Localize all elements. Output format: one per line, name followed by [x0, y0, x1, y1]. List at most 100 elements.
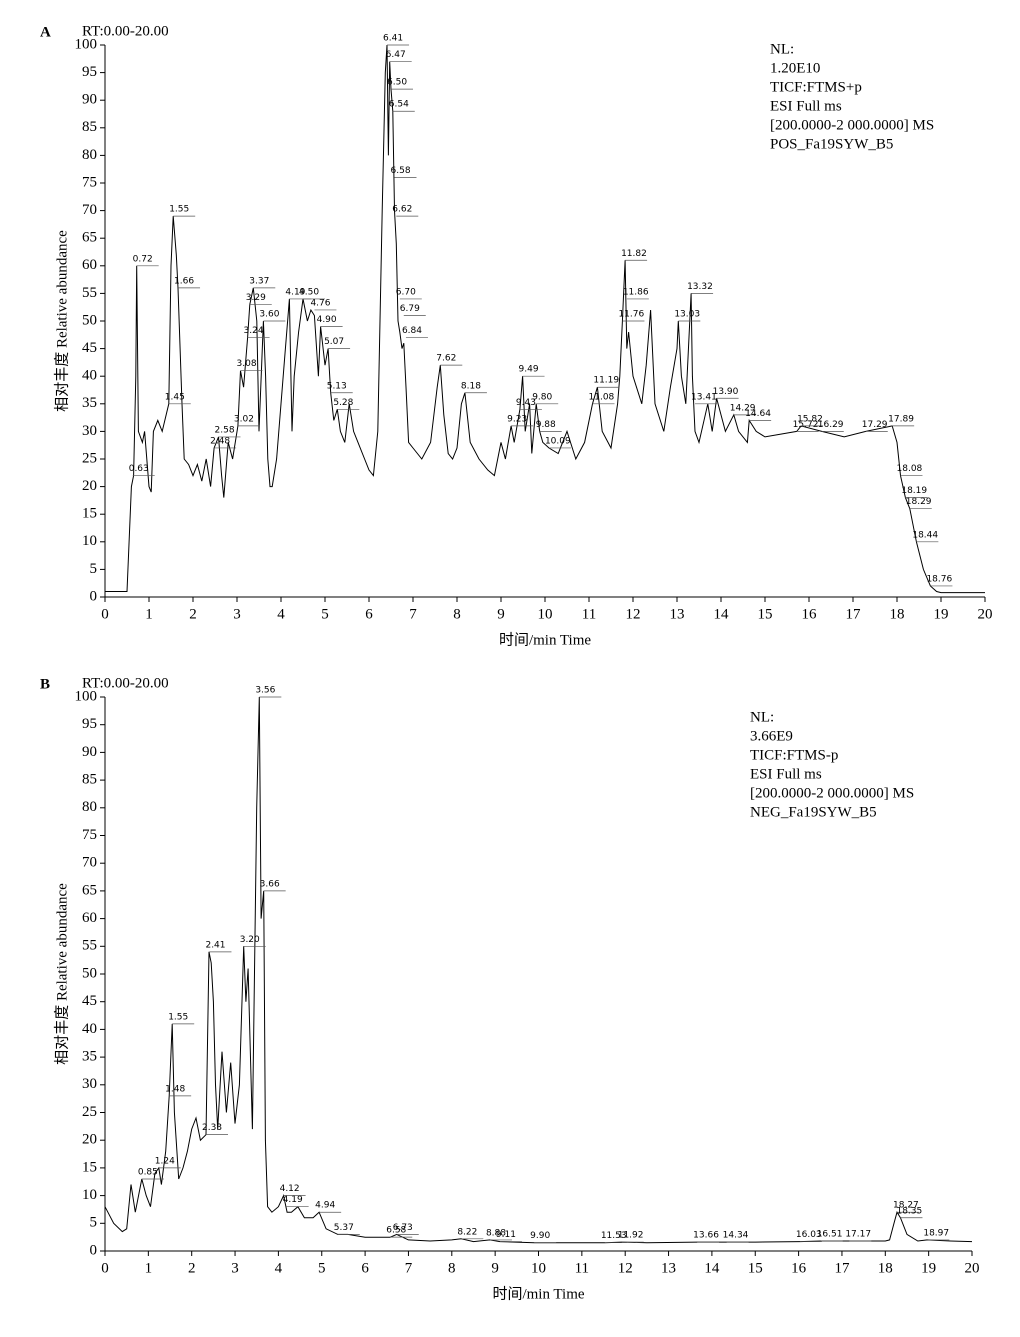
info-line: ESI Full ms — [770, 98, 842, 114]
peak-label: 10.09 — [545, 436, 571, 446]
y-tick-label: 0 — [90, 1242, 98, 1258]
peak-label: 6.50 — [387, 78, 407, 88]
x-tick-label: 6 — [361, 1260, 369, 1276]
peak-label: 9.80 — [532, 392, 552, 402]
peak-label: 14.64 — [745, 409, 771, 419]
x-tick-label: 13 — [661, 1260, 676, 1276]
info-line: NEG_Fa19SYW_B5 — [750, 804, 877, 820]
peak-label: 4.50 — [299, 287, 319, 297]
peak-label: 18.29 — [906, 497, 932, 507]
panel-label: A — [40, 24, 51, 40]
peak-label: 4.12 — [280, 1184, 300, 1194]
y-tick-label: 70 — [82, 855, 97, 871]
x-tick-label: 5 — [318, 1260, 326, 1276]
x-tick-label: 12 — [626, 606, 641, 622]
peak-label: 16.29 — [818, 420, 844, 430]
trace — [105, 44, 985, 594]
peak-label: 1.48 — [165, 1084, 185, 1094]
peak-label: 5.13 — [327, 381, 347, 391]
peak-label: 6.54 — [389, 100, 409, 110]
peak-label: 3.24 — [244, 326, 264, 336]
peak-label: 3.20 — [240, 935, 260, 945]
peak-label: 6.73 — [393, 1223, 413, 1233]
y-tick-label: 80 — [82, 799, 97, 815]
range-label: RT:0.00-20.00 — [82, 675, 169, 691]
y-tick-label: 95 — [82, 716, 97, 732]
y-tick-label: 30 — [82, 1076, 97, 1092]
info-line: [200.0000-2 000.0000] MS — [750, 785, 914, 801]
x-tick-label: 19 — [921, 1260, 936, 1276]
x-tick-label: 20 — [965, 1260, 980, 1276]
info-line: NL: — [770, 41, 794, 57]
peak-label: 13.90 — [713, 387, 739, 397]
peak-label: 9.11 — [496, 1230, 516, 1240]
peak-label: 3.29 — [246, 293, 266, 303]
x-tick-label: 2 — [189, 606, 197, 622]
y-tick-label: 10 — [82, 533, 97, 549]
x-tick-label: 7 — [409, 606, 417, 622]
y-tick-label: 100 — [75, 688, 98, 704]
peak-label: 0.63 — [129, 464, 149, 474]
peak-label: 3.56 — [255, 686, 275, 696]
peak-label: 6.84 — [402, 326, 422, 336]
x-tick-label: 20 — [978, 606, 993, 622]
x-tick-label: 6 — [365, 606, 373, 622]
peak-label: 3.08 — [237, 359, 257, 369]
y-tick-label: 15 — [82, 506, 97, 522]
trace — [104, 696, 973, 1244]
x-tick-label: 19 — [934, 606, 949, 622]
x-tick-label: 9 — [497, 606, 505, 622]
y-tick-label: 45 — [82, 993, 97, 1009]
peak-label: 6.58 — [386, 1226, 406, 1236]
peak-label: 4.90 — [317, 315, 337, 325]
info-line: 3.66E9 — [750, 728, 793, 744]
info-line: [200.0000-2 000.0000] MS — [770, 117, 934, 133]
peak-label: 14.34 — [723, 1231, 749, 1241]
peak-label: 6.62 — [392, 205, 412, 215]
y-tick-label: 65 — [82, 230, 97, 246]
y-tick-label: 50 — [82, 312, 97, 328]
x-tick-label: 10 — [538, 606, 553, 622]
y-tick-label: 25 — [82, 1104, 97, 1120]
peak-label: 3.66 — [260, 879, 280, 889]
peak-label: 13.03 — [674, 310, 700, 320]
x-tick-label: 11 — [582, 606, 596, 622]
info-line: POS_Fa19SYW_B5 — [770, 136, 893, 152]
y-tick-label: 80 — [82, 147, 97, 163]
peak-label: 2.33 — [202, 1123, 222, 1133]
peak-label: 17.89 — [888, 414, 914, 424]
peak-label: 17.29 — [862, 420, 888, 430]
peak-label: 11.08 — [589, 392, 615, 402]
info-line: TICF:FTMS+p — [770, 79, 862, 95]
x-axis-label: 时间/min Time — [492, 1285, 584, 1302]
x-tick-label: 16 — [802, 606, 818, 622]
peak-label: 4.94 — [315, 1201, 335, 1211]
x-tick-label: 5 — [321, 606, 329, 622]
peak-label: 9.23 — [507, 414, 527, 424]
y-tick-label: 55 — [82, 938, 97, 954]
x-tick-label: 8 — [448, 1260, 456, 1276]
peak-label: 13.41 — [691, 392, 717, 402]
peak-label: 18.19 — [901, 486, 927, 496]
peak-label: 11.92 — [618, 1231, 644, 1241]
range-label: RT:0.00-20.00 — [82, 23, 169, 39]
y-tick-label: 75 — [82, 174, 97, 190]
peak-label: 2.41 — [205, 940, 225, 950]
peak-label: 6.70 — [396, 287, 416, 297]
y-tick-label: 100 — [75, 36, 98, 52]
x-tick-label: 15 — [748, 1260, 763, 1276]
peak-label: 5.37 — [334, 1223, 354, 1233]
peak-label: 18.97 — [923, 1228, 949, 1238]
peak-label: 4.76 — [310, 298, 330, 308]
x-tick-label: 11 — [575, 1260, 589, 1276]
peak-label: 9.49 — [519, 365, 539, 375]
x-tick-label: 7 — [405, 1260, 413, 1276]
peak-label: 11.86 — [623, 287, 649, 297]
peak-label: 8.18 — [461, 381, 481, 391]
peak-label: 9.88 — [536, 420, 556, 430]
x-tick-label: 17 — [846, 606, 862, 622]
x-tick-label: 8 — [453, 606, 461, 622]
peak-label: 11.82 — [621, 249, 647, 259]
y-tick-label: 35 — [82, 1049, 97, 1065]
peak-label: 13.32 — [687, 282, 713, 292]
